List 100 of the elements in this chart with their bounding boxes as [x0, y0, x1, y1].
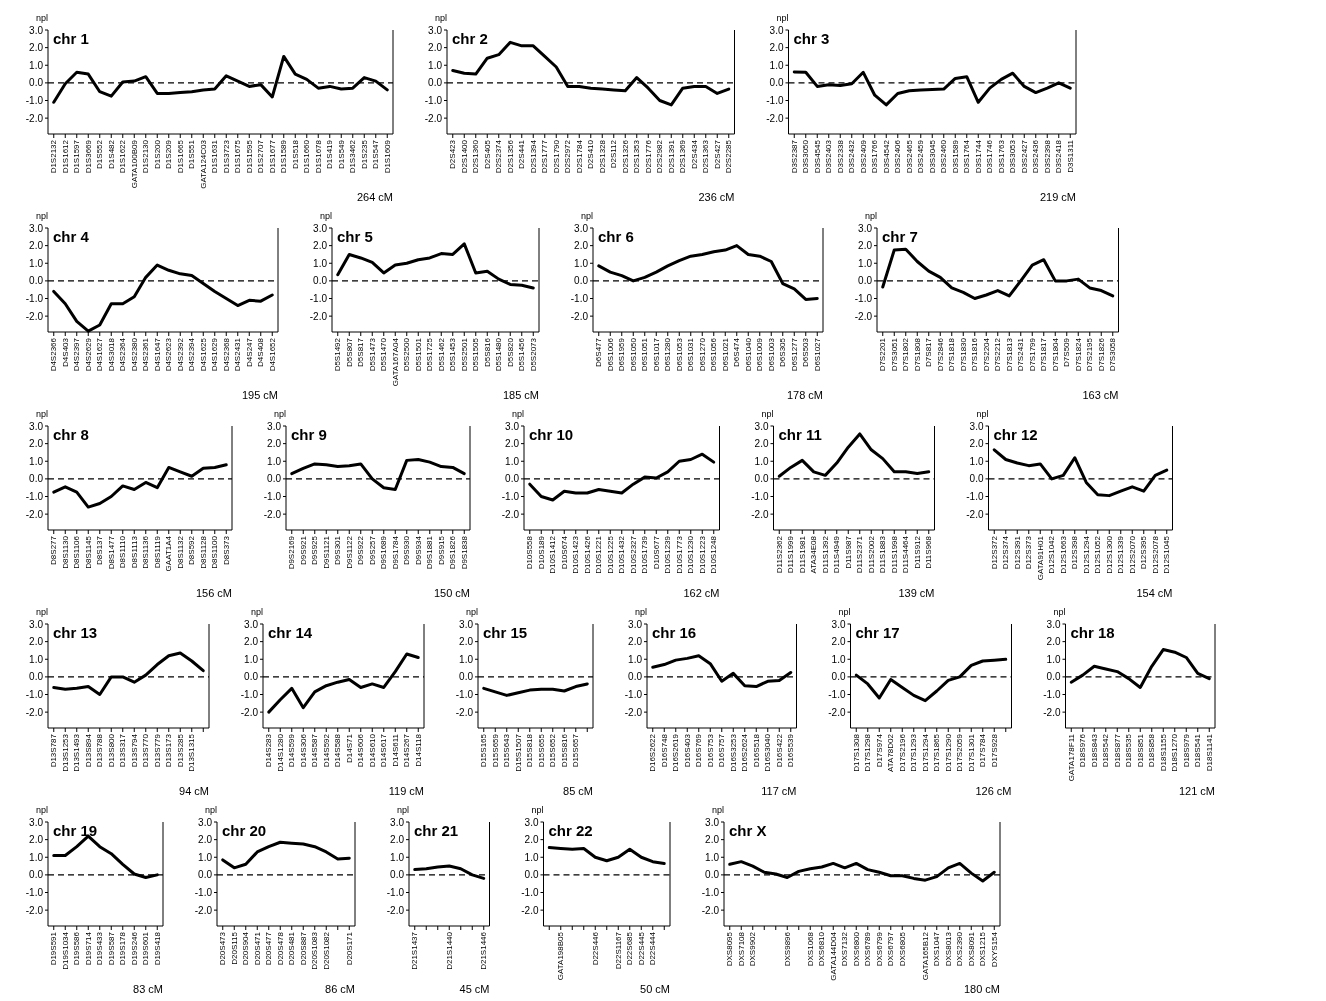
x-tick-label: D6S1027 — [812, 337, 822, 372]
line-series — [881, 247, 1115, 301]
x-tick-label: D22S445 — [636, 931, 646, 966]
x-tick-label: D7S2846 — [935, 337, 945, 372]
x-tick-label: D3S2459 — [916, 139, 926, 174]
x-tick-label: D2S1369 — [678, 139, 688, 174]
y-tick-label: -1.0 — [501, 491, 520, 503]
x-tick-label: DXYS154 — [989, 931, 999, 968]
x-tick-label: D8S1477 — [106, 535, 116, 570]
y-tick-label: 1.0 — [754, 455, 769, 467]
x-tick-label: D2S1784 — [574, 139, 584, 174]
y-tick-label: 0.0 — [831, 671, 846, 683]
x-tick-label: D17S2196 — [897, 733, 907, 772]
x-tick-label: D1S2132 — [49, 139, 59, 174]
y-tick-label: 2.0 — [390, 834, 405, 846]
x-tick-label: D3S1744 — [973, 139, 983, 174]
x-tick-label: D2S405 — [482, 139, 492, 169]
x-tick-label: D18S1155 — [1158, 733, 1168, 772]
x-tick-label: D11S1883 — [878, 535, 888, 574]
y-tick-label: -2.0 — [570, 310, 589, 322]
line-series — [221, 840, 351, 870]
x-tick-label: GATA91H01 — [1035, 535, 1045, 581]
x-tick-label: D15S1507 — [513, 733, 523, 772]
y-tick-label: -1.0 — [240, 689, 259, 701]
x-axis-title: 163 cM — [1082, 389, 1119, 401]
x-tick-label: D6S1053 — [674, 337, 684, 372]
x-tick-label: D17S1308 — [851, 733, 861, 772]
y-tick-label: 2.0 — [969, 438, 984, 450]
x-tick-label: D10S674 — [559, 535, 569, 570]
x-tick-label: D14S118 — [413, 733, 423, 767]
x-tick-label: D11S2371 — [855, 535, 865, 574]
y-tick-label: 3.0 — [1046, 618, 1061, 630]
chart-title: chr 15 — [483, 624, 528, 641]
y-tick-label: 1.0 — [459, 653, 474, 665]
x-tick-label: D8S1136 — [141, 535, 151, 569]
x-tick-label: DXS7108 — [736, 931, 746, 967]
x-tick-label: D15S657 — [571, 733, 581, 768]
x-tick-label: D6S1017 — [651, 337, 661, 372]
x-tick-label: D2S1360 — [471, 139, 481, 174]
y-tick-label: -2.0 — [751, 508, 769, 520]
x-tick-label: D2S1326 — [620, 139, 630, 174]
y-tick-label: 3.0 — [29, 420, 44, 432]
x-tick-label: D9S921 — [298, 535, 308, 565]
x-tick-label: D8S1132 — [175, 535, 185, 569]
x-tick-label: D6S1021 — [720, 337, 730, 372]
x-tick-label: D4S1652 — [267, 337, 277, 372]
x-tick-label: D9S922 — [356, 535, 366, 565]
line-series — [267, 652, 420, 714]
x-tick-label: D12S374 — [1001, 535, 1011, 570]
y-tick-label: 2.0 — [29, 438, 44, 450]
x-tick-label: D10S558 — [525, 535, 535, 570]
x-tick-label: D19S587 — [106, 931, 116, 966]
x-tick-label: D16S757 — [717, 733, 727, 768]
chart-title: chr 13 — [53, 624, 98, 641]
x-tick-label: D8S1100 — [210, 535, 220, 569]
y-tick-label: 1.0 — [628, 653, 643, 665]
x-tick-label: D17S1294 — [920, 733, 930, 772]
chart-title: chr 17 — [855, 624, 900, 641]
x-tick-label: D2S2972 — [563, 139, 573, 174]
x-tick-label: D20S171 — [344, 931, 354, 966]
x-tick-label: D4S2366 — [49, 337, 59, 372]
y-tick-label: 0.0 — [267, 473, 282, 485]
y-axis-title: npl — [976, 409, 989, 419]
x-tick-label: D5S807 — [344, 337, 354, 367]
x-tick-label: D4S408 — [256, 337, 266, 367]
x-tick-label: D14S588 — [333, 733, 343, 768]
y-tick-label: 3.0 — [459, 618, 474, 630]
y-tick-label: 0.0 — [459, 671, 474, 683]
x-tick-label: D3S2398 — [1042, 139, 1052, 174]
x-tick-label: D7S2195 — [1085, 337, 1095, 372]
y-tick-label: 0.0 — [754, 473, 769, 485]
x-tick-label: D2S1394 — [528, 139, 538, 174]
y-tick-label: 0.0 — [574, 275, 589, 287]
y-axis-title: npl — [465, 607, 479, 617]
x-tick-label: D18S851 — [1135, 733, 1145, 768]
x-tick-label: D2S1776 — [643, 139, 653, 174]
x-tick-label: D4S2623 — [164, 337, 174, 372]
y-tick-label: 1.0 — [29, 257, 44, 269]
x-tick-label: D3S1746 — [985, 139, 995, 174]
y-tick-label: 2.0 — [198, 834, 213, 846]
x-axis-title: 154 cM — [1136, 587, 1173, 599]
x-tick-label: D20S481 — [287, 931, 297, 966]
y-tick-label: -1.0 — [455, 689, 474, 701]
chart-title: chr 7 — [882, 228, 918, 245]
y-tick-label: 3.0 — [428, 24, 443, 36]
y-tick-label: 2.0 — [858, 240, 873, 252]
x-axis-title: 86 cM — [325, 983, 355, 995]
x-tick-label: D3S3045 — [927, 139, 937, 174]
x-tick-label: D7S2204 — [981, 337, 991, 372]
y-tick-label: 2.0 — [574, 240, 589, 252]
y-tick-label: -2.0 — [25, 508, 44, 520]
x-tick-label: D9S915 — [436, 535, 446, 565]
y-tick-label: -2.0 — [828, 706, 846, 718]
x-tick-label: D19S246 — [129, 931, 139, 966]
y-tick-label: 0.0 — [505, 473, 520, 485]
x-tick-label: D15S643 — [502, 733, 512, 768]
line-series — [52, 651, 205, 697]
y-tick-label: -2.0 — [501, 508, 520, 520]
x-tick-label: D3S2338 — [835, 139, 845, 174]
y-tick-label: 3.0 — [705, 816, 720, 828]
